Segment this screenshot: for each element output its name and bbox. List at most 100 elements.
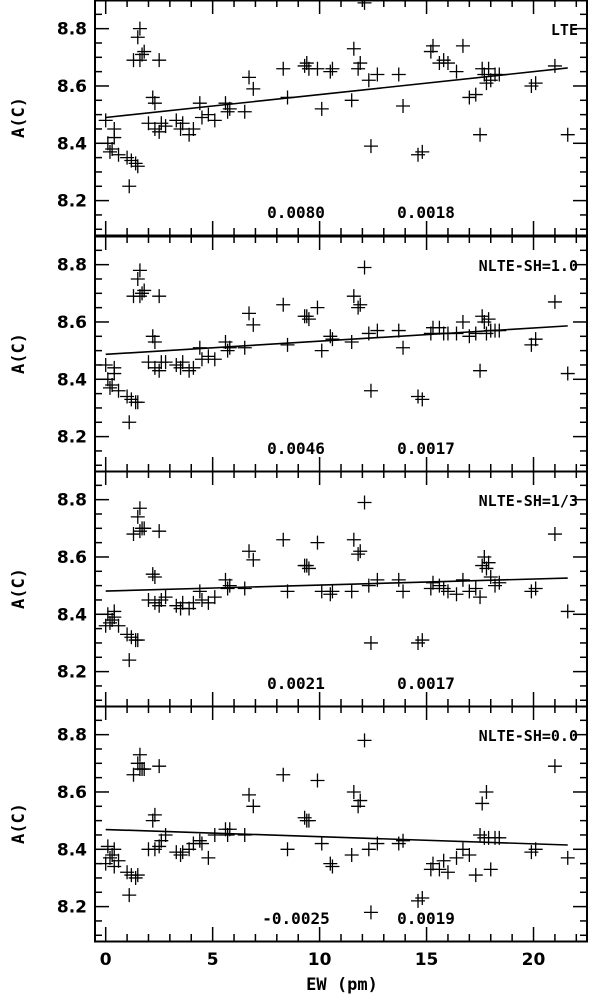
data-point [107,360,122,375]
data-point [105,142,120,157]
data-point [391,572,406,587]
data-point [147,335,162,350]
data-point [449,64,464,79]
data-point [242,306,257,321]
data-point [169,113,184,128]
data-point [370,67,385,82]
data-point [462,90,477,105]
y-tick-label: 8.6 [57,313,87,333]
data-point [186,121,201,136]
error-value: 0.0019 [397,909,455,928]
data-point [186,360,201,375]
data-point [462,848,477,863]
data-point [207,827,222,842]
panel-label: NLTE-SH=1/3 [479,492,578,510]
data-point [528,332,543,347]
data-point [237,340,252,355]
data-point [107,610,122,625]
panel-frame [94,0,588,237]
data-point [130,509,145,524]
data-point [276,532,291,547]
y-tick-label: 8.2 [57,663,87,683]
data-point [353,56,368,71]
data-point [449,587,464,602]
data-point [483,570,498,585]
data-point [132,501,147,516]
data-point [122,415,137,430]
data-point [314,101,329,116]
data-point [137,762,152,777]
data-point [105,613,120,628]
data-point [175,845,190,860]
data-point [111,147,126,162]
data-point [246,799,261,814]
data-point [455,572,470,587]
data-point [220,343,235,358]
data-point [207,113,222,128]
x-tick-label: 15 [415,950,439,970]
data-point [152,759,167,774]
data-point [158,827,173,842]
data-point [246,81,261,96]
data-point [158,119,173,134]
panel-label: NLTE-SH=0.0 [479,727,578,745]
data-point [391,67,406,82]
data-point [462,584,477,599]
data-point [141,592,156,607]
data-point [310,535,325,550]
data-point [346,289,361,304]
data-point [201,595,216,610]
data-point [391,323,406,338]
y-axis-title: A(C) [9,333,29,374]
y-tick-label: 8.6 [57,77,87,97]
data-point [475,309,490,324]
data-point [547,294,562,309]
y-tick-label: 8.4 [57,134,87,154]
data-point [175,116,190,131]
data-point [280,337,295,352]
data-point [473,590,488,605]
fit-line [105,67,568,119]
data-point [122,179,137,194]
fit-line [105,828,568,846]
data-point [370,572,385,587]
data-point [325,61,340,76]
y-tick-label: 8.4 [57,605,87,625]
data-point [220,827,235,842]
data-point [175,355,190,370]
data-point [201,850,216,865]
data-point [220,104,235,119]
data-point [344,584,359,599]
data-point [246,317,261,332]
y-tick-label: 8.6 [57,548,87,568]
data-point [152,524,167,539]
data-point [415,633,430,648]
data-point [361,842,376,857]
data-point [363,635,378,650]
data-point [547,527,562,542]
x-tick-label: 10 [308,950,332,970]
slope-value: -0.0025 [262,909,329,928]
data-point [276,297,291,312]
data-point [560,127,575,142]
y-tick-label: 8.8 [57,491,87,511]
data-point [152,289,167,304]
data-point [135,286,150,301]
data-point [440,584,455,599]
data-point [152,53,167,68]
data-point [194,592,209,607]
data-point [314,343,329,358]
data-point [111,383,126,398]
fit-line [105,577,568,592]
data-point [173,121,188,136]
data-point [481,312,496,327]
data-point [102,144,117,159]
data-point [455,314,470,329]
data-point [396,99,411,114]
data-point [126,767,141,782]
data-point [344,848,359,863]
data-point [455,38,470,53]
data-point [314,836,329,851]
error-value: 0.0017 [397,674,455,693]
x-tick-label: 20 [522,950,546,970]
